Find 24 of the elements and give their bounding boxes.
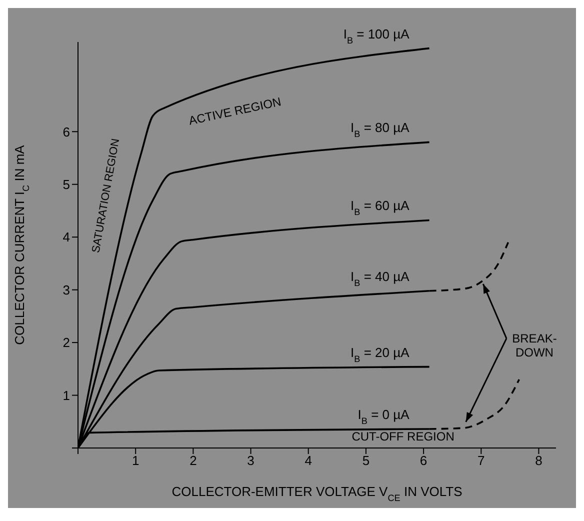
y-tick-label: 5 [62, 176, 70, 192]
annotation: BREAK-DOWN [512, 331, 557, 360]
y-tick-label: 6 [62, 124, 70, 140]
annotation: CUT-OFF REGION [352, 430, 454, 444]
x-tick-label: 4 [304, 453, 312, 468]
x-tick-label: 5 [362, 453, 370, 468]
series-label: I$_{B}$ = 20 µA [350, 344, 410, 364]
x-tick-label: 2 [190, 453, 197, 468]
y-tick-label: 3 [62, 282, 70, 298]
x-tick-label: 8 [535, 453, 542, 468]
x-tick-label: 3 [247, 453, 254, 468]
y-tick-label: 4 [62, 230, 70, 245]
y-tick-label: 1 [62, 388, 70, 403]
series-label: I$_{B}$ = 0 µA [358, 407, 410, 426]
annotation: ACTIVE REGION [187, 94, 282, 128]
series-label: I$_{B}$ = 100 µA [343, 26, 410, 46]
x-tick-label: 7 [478, 453, 485, 468]
series-label: I$_{B}$ = 60 µA [350, 198, 410, 218]
y-tick-label: 2 [62, 335, 70, 350]
series-label: I$_{B}$ = 80 µA [350, 120, 410, 140]
x-axis-title: COLLECTOR-EMITTER VOLTAGE V$_{CE}$ IN VOLTS [172, 484, 463, 503]
series-label: I$_{B}$ = 40 µA [350, 268, 410, 288]
x-tick-label: 1 [132, 453, 140, 468]
x-tick-label: 6 [420, 453, 428, 468]
